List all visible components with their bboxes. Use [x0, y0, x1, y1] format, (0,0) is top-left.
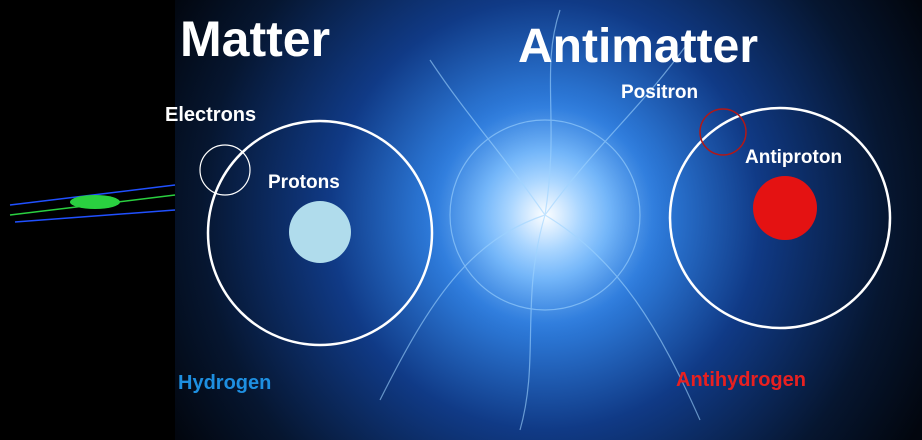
title-matter: Matter [180, 11, 330, 67]
particle-tracks [9, 184, 176, 223]
antiproton-label: Antiproton [745, 147, 842, 168]
positron [699, 108, 747, 156]
electron [199, 144, 251, 196]
electron-label: Electrons [165, 104, 256, 126]
positron-label: Positron [621, 82, 698, 103]
antiproton [753, 176, 817, 240]
proton [289, 201, 351, 263]
antihydrogen-label: Antihydrogen [676, 369, 806, 391]
energy-filaments [379, 9, 701, 431]
hydrogen-label: Hydrogen [178, 372, 271, 394]
antihydrogen-orbit [668, 106, 892, 330]
hydrogen-orbit [206, 119, 434, 347]
proton-label: Protons [268, 172, 340, 193]
title-antimatter: Antimatter [518, 20, 758, 73]
